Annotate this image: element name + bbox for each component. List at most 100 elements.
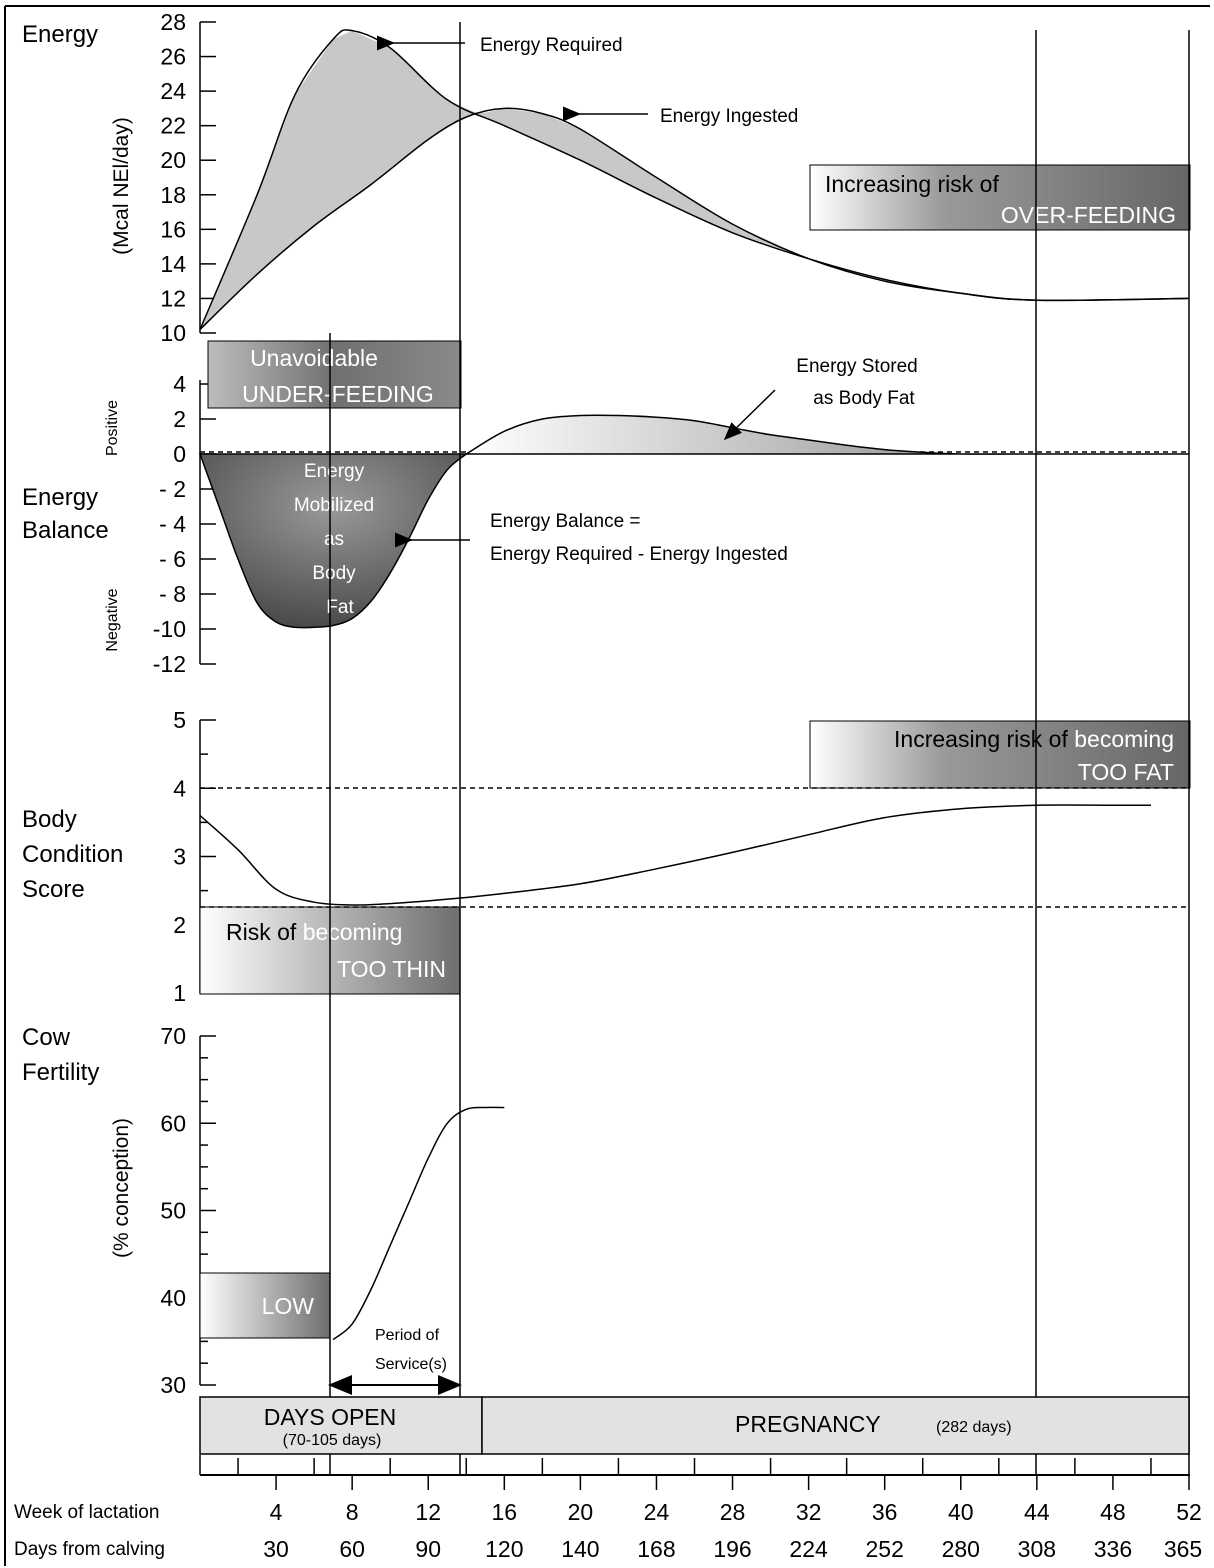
y-tick-label: 30	[160, 1372, 186, 1398]
stored-line1: Energy Stored	[796, 356, 917, 377]
days-tick-label: 120	[485, 1536, 523, 1562]
overfeeding-line1: Increasing risk of	[825, 171, 999, 197]
y-tick-label: 70	[160, 1023, 186, 1049]
balance-negative-label: Negative	[104, 588, 121, 651]
balance-y-ticks: 4 2 0 - 2 - 4 - 6 - 8 -10 -12	[153, 371, 216, 677]
week-tick-label: 32	[796, 1499, 822, 1525]
balance-title-2: Balance	[22, 517, 109, 544]
too-fat-box	[809, 720, 1191, 789]
y-tick-label: 22	[160, 113, 186, 139]
pregnancy-days: (282 days)	[936, 1419, 1012, 1436]
energy-stored-area	[465, 414, 1189, 455]
too-fat-line1: Increasing risk of becoming	[894, 726, 1174, 752]
week-tick-label: 20	[568, 1499, 594, 1525]
phase-bar: DAYS OPEN (70-105 days) PREGNANCY (282 d…	[199, 1396, 1190, 1455]
days-tick-label: 30	[263, 1536, 289, 1562]
y-tick-label: 14	[160, 251, 186, 277]
y-tick-label: 28	[160, 9, 186, 35]
y-tick-label: 12	[160, 285, 186, 311]
energy-deficit-area	[200, 30, 961, 330]
days-tick-label: 196	[713, 1536, 751, 1562]
y-tick-label: 3	[173, 844, 186, 870]
fertility-panel: Cow Fertility (% conception) 3040506070 …	[22, 1023, 505, 1398]
stored-arrow	[723, 389, 776, 441]
days-axis-label: Days from calving	[14, 1539, 165, 1560]
days-tick-label: 224	[789, 1536, 828, 1562]
underfeeding-line1: Unavoidable	[250, 345, 378, 371]
y-tick-label: - 2	[159, 476, 186, 502]
y-tick-label: 24	[160, 78, 186, 104]
svg-text:Mobilized: Mobilized	[294, 495, 374, 516]
week-tick-label: 24	[644, 1499, 670, 1525]
week-tick-label: 28	[720, 1499, 746, 1525]
balance-title-1: Energy	[22, 484, 98, 511]
svg-text:Fat: Fat	[326, 597, 354, 618]
y-tick-label: -10	[153, 616, 186, 642]
y-tick-label: 60	[160, 1110, 186, 1136]
y-tick-label: 10	[160, 320, 186, 346]
y-tick-label: - 6	[159, 546, 186, 572]
fertility-title-1: Cow	[22, 1024, 71, 1051]
service-line2: Service(s)	[375, 1356, 447, 1373]
x-ticks	[237, 1458, 1190, 1490]
stored-line2: as Body Fat	[813, 388, 915, 409]
pregnancy-box	[481, 1396, 1190, 1455]
bcs-title-2: Condition	[22, 841, 123, 868]
days-open-range: (70-105 days)	[283, 1432, 382, 1449]
week-tick-label: 12	[415, 1499, 441, 1525]
y-tick-label: - 4	[159, 511, 186, 537]
days-tick-label: 336	[1094, 1536, 1132, 1562]
week-axis-label: Week of lactation	[14, 1502, 159, 1523]
overfeeding-line2: OVER-FEEDING	[1001, 202, 1176, 228]
y-tick-label: 18	[160, 182, 186, 208]
y-tick-label: -12	[153, 651, 186, 677]
week-tick-label: 4	[270, 1499, 283, 1525]
body-condition-panel: Body Condition Score 1 2 3 4 5 Increasing ri…	[22, 707, 1191, 1006]
bcs-line	[199, 804, 1151, 906]
energy-ingested-line	[199, 107, 1190, 331]
week-tick-label: 48	[1100, 1499, 1126, 1525]
week-tick-label: 40	[948, 1499, 974, 1525]
energy-required-label: Energy Required	[480, 35, 623, 56]
fertility-ylabel: (% conception)	[110, 1118, 133, 1258]
energy-mobilized-area	[198, 453, 469, 629]
x-axis: Week of lactation Days from calving 4 308…	[14, 1455, 1202, 1562]
days-tick-label: 252	[866, 1536, 904, 1562]
bcs-title-1: Body	[22, 806, 77, 833]
y-tick-label: 5	[173, 707, 186, 733]
days-tick-label: 365	[1164, 1536, 1202, 1562]
fertility-title-2: Fertility	[22, 1059, 99, 1086]
y-tick-label: 20	[160, 147, 186, 173]
energy-y-ticks: 10 12 14 16 18 20 22 24 26 28	[160, 9, 216, 346]
y-tick-label: 16	[160, 216, 186, 242]
low-fertility-label: LOW	[262, 1293, 315, 1319]
bcs-title-3: Score	[22, 876, 85, 903]
fertility-line	[332, 1106, 505, 1341]
days-tick-label: 60	[339, 1536, 365, 1562]
days-open-label: DAYS OPEN	[264, 1404, 397, 1430]
week-tick-label: 16	[492, 1499, 518, 1525]
energy-panel: Energy (Mcal NEl/day) 10 12 14 16 18 20 22 24 26…	[22, 9, 1191, 346]
y-tick-label: 50	[160, 1198, 186, 1224]
days-tick-label: 168	[637, 1536, 675, 1562]
energy-ylabel: (Mcal NEl/day)	[110, 117, 133, 255]
too-fat-line2: TOO FAT	[1078, 759, 1174, 785]
balance-positive-label: Positive	[104, 400, 121, 456]
days-tick-label: 90	[415, 1536, 441, 1562]
fertility-y-ticks: 30 40 50 60 70	[160, 1023, 216, 1398]
service-line1: Period of	[375, 1327, 440, 1344]
too-thin-line1: Risk of becoming	[226, 919, 402, 945]
week-tick-label: 52	[1176, 1499, 1202, 1525]
y-tick-label: 40	[160, 1285, 186, 1311]
y-tick-label: - 8	[159, 581, 186, 607]
mobilized-label: Energy Mobilized as Body Fat	[294, 461, 374, 618]
overfeeding-box	[809, 164, 1191, 231]
svg-text:Energy: Energy	[304, 461, 365, 482]
days-tick-label: 308	[1018, 1536, 1056, 1562]
days-open-box	[199, 1396, 483, 1455]
formula-line2: Energy Required - Energy Ingested	[490, 544, 788, 565]
y-tick-label: 2	[173, 406, 186, 432]
week-tick-label: 44	[1024, 1499, 1050, 1525]
y-tick-label: 4	[173, 371, 186, 397]
